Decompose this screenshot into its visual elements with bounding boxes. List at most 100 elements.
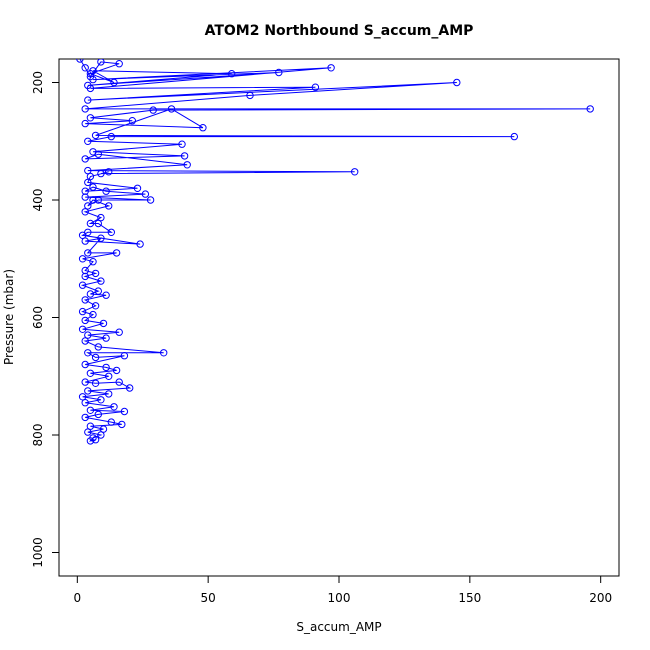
data-point bbox=[84, 349, 92, 357]
data-point bbox=[94, 219, 103, 228]
data-point bbox=[86, 422, 95, 430]
x-tick-label: 200 bbox=[589, 591, 612, 605]
data-point bbox=[86, 84, 95, 93]
data-point bbox=[102, 187, 110, 195]
data-point bbox=[107, 228, 116, 237]
data-point bbox=[78, 255, 87, 263]
data-point bbox=[81, 272, 89, 281]
data-point bbox=[91, 379, 100, 387]
data-point bbox=[81, 105, 89, 113]
data-point bbox=[102, 334, 110, 342]
data-point bbox=[180, 152, 189, 160]
y-tick-label: 200 bbox=[31, 71, 45, 94]
data-point bbox=[115, 378, 123, 386]
y-tick-label: 600 bbox=[31, 306, 45, 329]
data-point bbox=[586, 105, 594, 113]
data-point bbox=[89, 258, 97, 266]
data-point bbox=[81, 316, 89, 325]
data-point bbox=[97, 169, 105, 178]
data-point bbox=[81, 64, 89, 72]
data-point bbox=[89, 67, 97, 75]
data-point bbox=[146, 196, 155, 204]
data-point bbox=[102, 291, 110, 299]
data-point bbox=[91, 131, 100, 140]
data-point bbox=[228, 70, 236, 78]
data-point bbox=[97, 396, 105, 404]
data-point bbox=[81, 237, 89, 245]
data-point bbox=[149, 106, 157, 114]
data-point bbox=[84, 202, 92, 210]
y-tick-label: 1000 bbox=[31, 537, 45, 568]
data-point bbox=[89, 183, 97, 191]
data-point bbox=[94, 343, 103, 351]
data-point bbox=[81, 193, 89, 201]
data-point bbox=[81, 296, 89, 304]
data-point bbox=[86, 172, 95, 181]
data-point bbox=[84, 166, 92, 175]
data-point bbox=[81, 360, 89, 369]
data-point bbox=[86, 114, 95, 122]
data-point bbox=[94, 196, 103, 204]
data-point bbox=[97, 277, 105, 285]
data-point bbox=[97, 431, 105, 439]
data-point bbox=[89, 75, 97, 84]
data-point bbox=[76, 59, 84, 63]
data-point bbox=[86, 437, 95, 445]
x-axis-label: S_accum_AMP bbox=[296, 620, 381, 634]
data-point bbox=[327, 64, 335, 72]
data-point bbox=[94, 410, 103, 419]
data-point bbox=[84, 178, 92, 187]
y-tick-label: 400 bbox=[31, 189, 45, 212]
data-point bbox=[105, 390, 113, 398]
data-point bbox=[105, 168, 113, 176]
data-point bbox=[133, 184, 142, 193]
data-point bbox=[107, 132, 116, 141]
data-point bbox=[275, 68, 283, 77]
data-point bbox=[78, 325, 87, 333]
x-axis: 0 50 100 150 200 bbox=[73, 575, 612, 605]
data-point bbox=[112, 366, 121, 375]
data-point bbox=[311, 83, 320, 91]
data-point bbox=[84, 96, 92, 104]
data-point bbox=[351, 168, 359, 176]
data-point bbox=[97, 59, 105, 66]
data-point bbox=[86, 369, 95, 377]
data-point bbox=[105, 372, 113, 380]
data-point bbox=[110, 78, 118, 87]
data-point bbox=[84, 331, 92, 339]
data-point bbox=[97, 234, 105, 242]
data-point bbox=[84, 137, 92, 146]
data-point bbox=[105, 202, 113, 210]
data-point bbox=[118, 420, 126, 429]
data-point bbox=[81, 337, 89, 345]
data-point bbox=[97, 213, 105, 222]
data-point bbox=[81, 399, 89, 407]
data-point bbox=[102, 363, 110, 372]
data-point bbox=[112, 249, 121, 257]
data-point bbox=[81, 208, 89, 216]
plot-area bbox=[76, 59, 594, 445]
data-point bbox=[120, 407, 129, 416]
x-tick-label: 50 bbox=[201, 591, 216, 605]
data-point bbox=[160, 349, 168, 357]
data-point bbox=[81, 378, 89, 386]
data-point bbox=[78, 281, 87, 289]
data-point bbox=[86, 219, 95, 228]
data-point bbox=[115, 328, 123, 336]
data-point bbox=[99, 425, 108, 433]
data-point bbox=[86, 406, 95, 414]
data-point bbox=[510, 132, 518, 141]
y-axis-label: Pressure (mbar) bbox=[2, 269, 16, 365]
data-point bbox=[91, 302, 100, 310]
data-point bbox=[183, 161, 191, 169]
data-point bbox=[115, 60, 123, 68]
y-tick-label: 800 bbox=[31, 424, 45, 447]
data-point bbox=[91, 269, 100, 278]
data-point bbox=[89, 310, 97, 319]
data-point bbox=[94, 150, 103, 158]
series-line bbox=[79, 59, 591, 442]
data-point bbox=[89, 196, 97, 204]
x-tick-label: 150 bbox=[458, 591, 481, 605]
chart-title: ATOM2 Northbound S_accum_AMP bbox=[205, 23, 474, 39]
